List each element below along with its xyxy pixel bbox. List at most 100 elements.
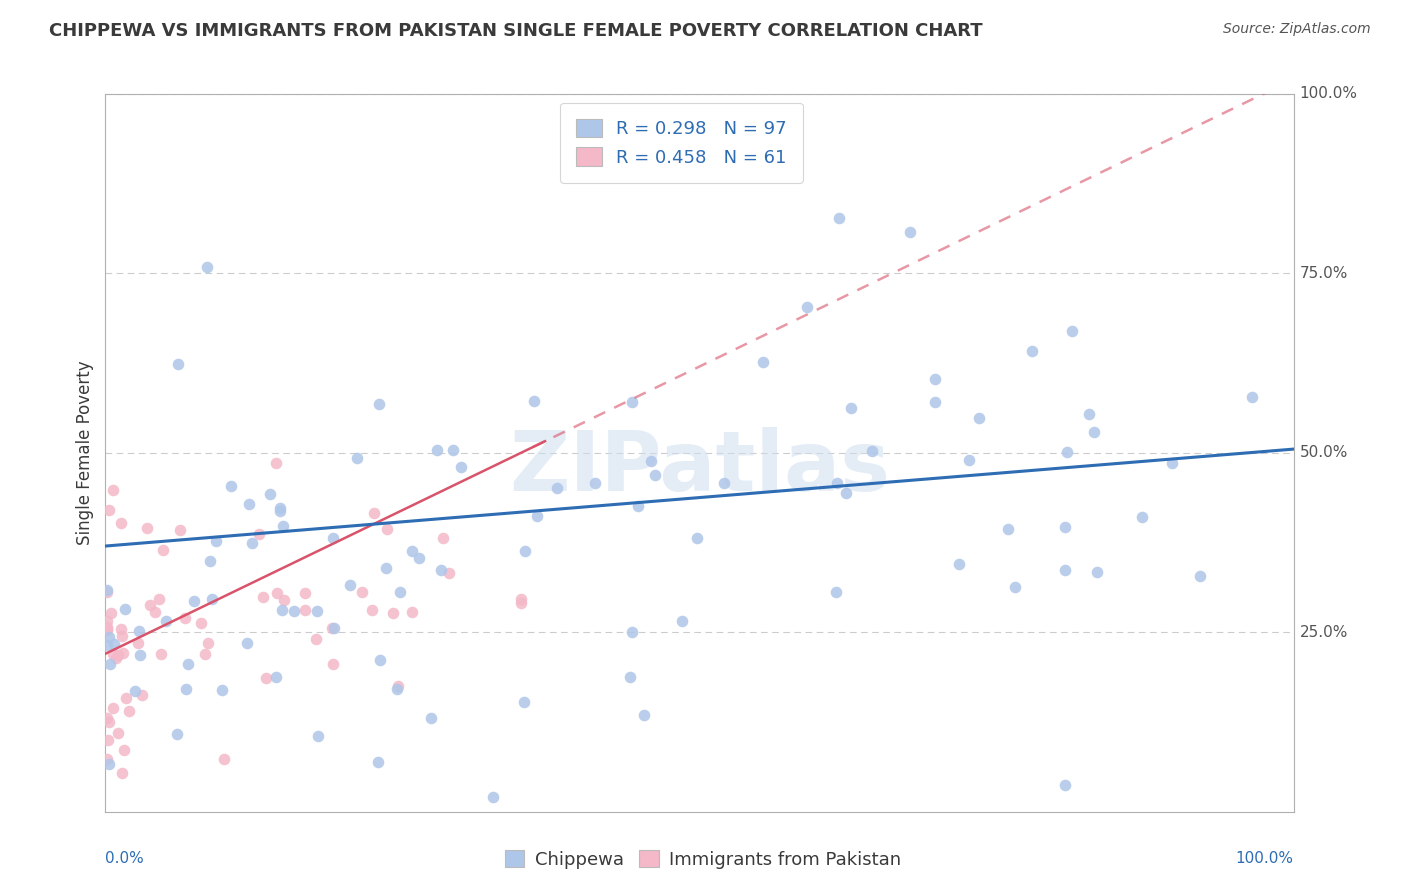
Point xyxy=(513,544,536,558)
Point xyxy=(271,603,294,617)
Point xyxy=(247,527,270,541)
Point xyxy=(1056,444,1078,458)
Point xyxy=(235,635,257,649)
Point xyxy=(430,563,453,577)
Point xyxy=(96,711,118,725)
Y-axis label: Single Female Poverty: Single Female Poverty xyxy=(76,360,94,545)
Point xyxy=(948,558,970,572)
Text: ZIPatlas: ZIPatlas xyxy=(509,426,890,508)
Point xyxy=(152,543,174,558)
Point xyxy=(526,509,548,524)
Point xyxy=(183,593,205,607)
Point xyxy=(252,590,274,604)
Point xyxy=(1054,778,1077,792)
Point xyxy=(752,355,775,369)
Point xyxy=(118,704,141,718)
Point xyxy=(408,551,430,566)
Point xyxy=(283,604,305,618)
Point xyxy=(513,695,536,709)
Point xyxy=(620,624,643,639)
Point xyxy=(346,451,368,466)
Point xyxy=(110,623,132,637)
Point xyxy=(96,614,118,628)
Text: 75.0%: 75.0% xyxy=(1299,266,1348,281)
Point xyxy=(307,604,329,618)
Point xyxy=(110,516,132,531)
Point xyxy=(131,688,153,702)
Point xyxy=(96,583,118,598)
Point xyxy=(432,531,454,545)
Point xyxy=(375,561,398,575)
Point xyxy=(482,790,505,805)
Point xyxy=(441,442,464,457)
Point xyxy=(101,483,124,497)
Point xyxy=(96,584,118,599)
Text: 25.0%: 25.0% xyxy=(1299,624,1348,640)
Point xyxy=(174,611,197,625)
Point xyxy=(997,522,1019,536)
Point xyxy=(633,707,655,722)
Point xyxy=(97,756,120,771)
Point xyxy=(96,622,118,636)
Point xyxy=(644,468,666,483)
Point xyxy=(198,553,221,567)
Legend: Chippewa, Immigrants from Pakistan: Chippewa, Immigrants from Pakistan xyxy=(498,843,908,876)
Point xyxy=(1130,510,1153,524)
Point xyxy=(1161,456,1184,470)
Point xyxy=(1240,390,1263,404)
Point xyxy=(510,591,533,606)
Text: 100.0%: 100.0% xyxy=(1236,851,1294,866)
Point xyxy=(115,691,138,706)
Point xyxy=(269,504,291,518)
Point xyxy=(388,585,411,599)
Point xyxy=(266,586,288,600)
Point xyxy=(1004,580,1026,594)
Point xyxy=(323,621,346,635)
Point xyxy=(1077,407,1099,421)
Point xyxy=(377,522,399,536)
Point xyxy=(264,457,287,471)
Point xyxy=(97,715,120,730)
Point xyxy=(273,592,295,607)
Point xyxy=(426,443,449,458)
Point xyxy=(367,755,389,769)
Point xyxy=(546,481,568,495)
Point xyxy=(924,395,946,409)
Point xyxy=(129,648,152,663)
Point xyxy=(583,475,606,490)
Point xyxy=(195,260,218,275)
Point xyxy=(238,497,260,511)
Point xyxy=(205,533,228,548)
Point xyxy=(96,623,118,637)
Point xyxy=(96,638,118,652)
Point xyxy=(828,211,851,226)
Point xyxy=(439,566,461,580)
Point xyxy=(212,752,235,766)
Point xyxy=(368,653,391,667)
Point xyxy=(305,632,328,646)
Point xyxy=(419,711,441,725)
Point xyxy=(128,624,150,639)
Point xyxy=(201,592,224,607)
Point xyxy=(127,636,149,650)
Point xyxy=(104,651,127,665)
Point xyxy=(322,531,344,545)
Point xyxy=(898,225,921,239)
Point xyxy=(240,536,263,550)
Point xyxy=(294,586,316,600)
Point xyxy=(97,733,120,747)
Point xyxy=(339,578,361,592)
Legend: R = 0.298   N = 97, R = 0.458   N = 61: R = 0.298 N = 97, R = 0.458 N = 61 xyxy=(560,103,803,183)
Point xyxy=(627,499,650,513)
Point xyxy=(1021,344,1043,359)
Point xyxy=(149,647,172,661)
Point xyxy=(259,487,281,501)
Point xyxy=(166,357,188,371)
Point xyxy=(114,602,136,616)
Point xyxy=(254,671,277,685)
Point xyxy=(510,596,533,610)
Point xyxy=(98,657,121,671)
Text: Source: ZipAtlas.com: Source: ZipAtlas.com xyxy=(1223,22,1371,37)
Point xyxy=(124,684,146,698)
Point xyxy=(176,681,198,696)
